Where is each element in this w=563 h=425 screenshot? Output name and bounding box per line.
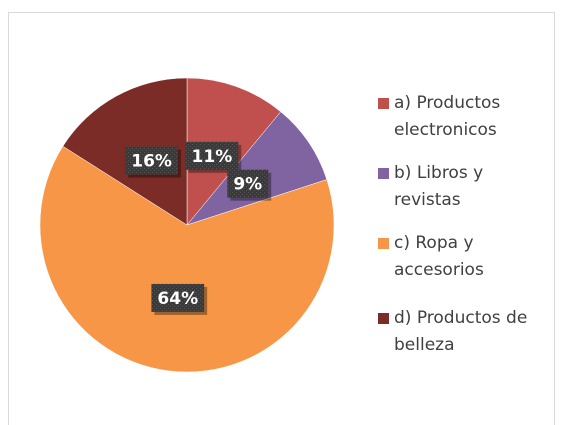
pie-slice xyxy=(39,145,335,373)
legend-swatch xyxy=(378,168,389,179)
data-label-box xyxy=(185,141,239,170)
data-label: 11% xyxy=(192,147,233,167)
legend-label: a) Productos electronicos xyxy=(394,93,501,140)
data-label-box xyxy=(227,169,269,198)
data-label-box xyxy=(151,283,205,312)
legend-label: b) Libros y revistas xyxy=(394,163,484,210)
legend-swatch xyxy=(378,313,389,324)
data-label-box xyxy=(125,146,178,175)
data-label: 9% xyxy=(233,175,262,195)
legend-swatch xyxy=(378,238,389,249)
data-label: 16% xyxy=(131,152,172,172)
legend-swatch xyxy=(378,98,389,109)
legend-label: c) Ropa y accesorios xyxy=(394,233,484,280)
pie-slice xyxy=(62,77,188,226)
legend-label: d) Productos de belleza xyxy=(394,308,528,355)
data-label: 64% xyxy=(157,289,198,309)
pie-slice xyxy=(186,111,328,226)
chart-frame xyxy=(8,12,555,425)
